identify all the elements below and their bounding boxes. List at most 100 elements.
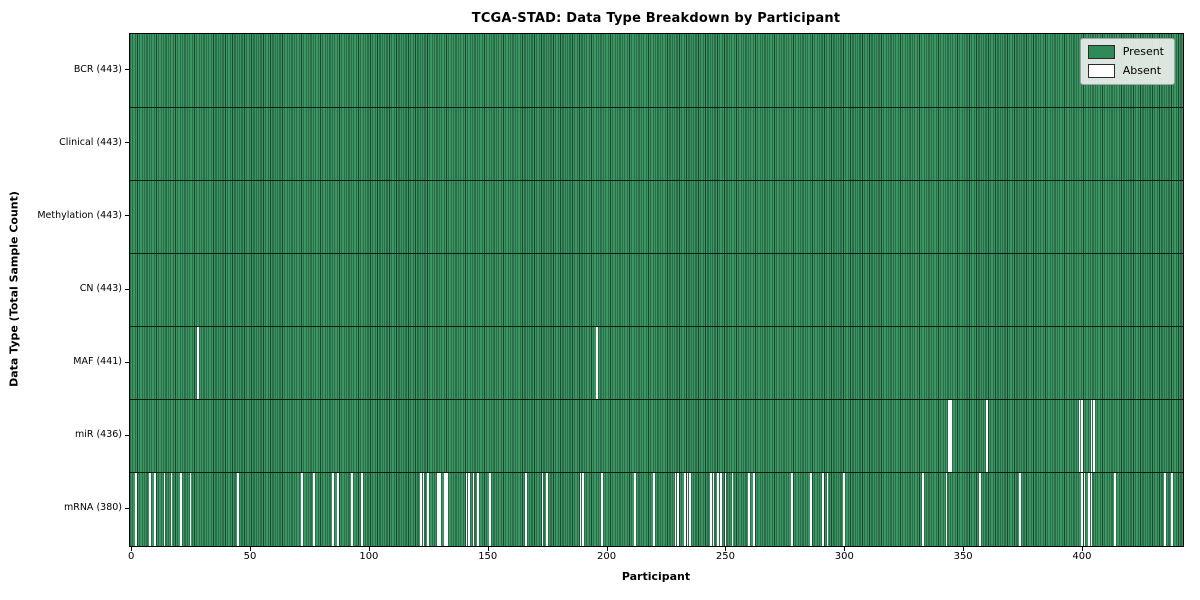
absent-cell-mRNA-435 — [1164, 473, 1166, 546]
chart-title: TCGA-STAD: Data Type Breakdown by Partic… — [471, 11, 841, 26]
x-tick-label-300: 300 — [834, 551, 854, 562]
absent-cell-miR-405 — [1093, 400, 1095, 473]
x-tick-mark — [725, 547, 727, 551]
row-separator — [130, 399, 1183, 401]
x-tick-label-250: 250 — [715, 551, 735, 562]
absent-cell-mRNA-142 — [467, 473, 470, 546]
absent-cell-mRNA-212 — [634, 473, 636, 546]
absent-cell-mRNA-175 — [546, 473, 548, 546]
absent-swatch-icon — [1087, 64, 1115, 78]
x-tick-mark — [606, 547, 608, 551]
absent-cell-mRNA-190 — [581, 473, 584, 546]
absent-cell-miR-345 — [950, 400, 953, 473]
row-separator — [130, 106, 1183, 108]
absent-cell-mRNA-122 — [420, 473, 422, 546]
absent-cell-mRNA-173 — [541, 473, 544, 546]
absent-cell-mRNA-357 — [978, 473, 981, 546]
absent-cell-mRNA-400 — [1081, 473, 1083, 546]
y-tick-mark — [125, 507, 129, 509]
absent-cell-mRNA-230 — [677, 473, 679, 546]
chart-plot-area: Present Absent — [129, 33, 1184, 547]
absent-cell-mRNA-97 — [360, 473, 363, 546]
legend-label-present: Present — [1122, 45, 1164, 58]
absent-cell-mRNA-21 — [180, 473, 182, 546]
absent-cell-mRNA-438 — [1171, 473, 1174, 546]
absent-cell-mRNA-291 — [822, 473, 824, 546]
row-separator — [130, 326, 1183, 328]
absent-cell-mRNA-189 — [579, 473, 582, 546]
y-tick-mark — [125, 215, 129, 217]
x-tick-mark — [844, 547, 846, 551]
absent-cell-mRNA-253 — [731, 473, 734, 546]
absent-cell-mRNA-403 — [1088, 473, 1090, 546]
absent-cell-miR-360 — [986, 400, 988, 473]
y-tick-label-mRNA: mRNA (380) — [63, 502, 122, 514]
absent-cell-mRNA-404 — [1090, 473, 1093, 546]
absent-cell-mRNA-198 — [600, 473, 603, 546]
absent-cell-mRNA-401 — [1083, 473, 1086, 546]
absent-cell-miR-404 — [1090, 400, 1093, 473]
y-tick-label-miR: miR (436) — [74, 429, 122, 441]
legend-item-present: Present — [1087, 45, 1164, 59]
y-tick-mark — [125, 288, 129, 290]
absent-cell-mRNA-87 — [337, 473, 339, 546]
y-tick-mark — [125, 142, 129, 144]
absent-cell-MAF-196 — [596, 327, 598, 400]
x-tick-label-0: 0 — [128, 551, 135, 562]
absent-cell-mRNA-85 — [332, 473, 335, 546]
absent-cell-mRNA-220 — [653, 473, 655, 546]
absent-cell-mRNA-235 — [688, 473, 691, 546]
present-swatch-icon — [1087, 45, 1115, 59]
y-tick-label-Methylation: Methylation (443) — [37, 209, 122, 221]
y-tick-mark — [125, 361, 129, 363]
absent-cell-mRNA-374 — [1019, 473, 1021, 546]
absent-cell-mRNA-77 — [313, 473, 316, 546]
x-tick-mark — [368, 547, 370, 551]
legend-item-absent: Absent — [1087, 64, 1164, 78]
y-tick-label-BCR: BCR (443) — [73, 63, 122, 75]
legend: Present Absent — [1079, 38, 1175, 85]
y-tick-mark — [125, 434, 129, 436]
absent-cell-mRNA-245 — [712, 473, 715, 546]
x-tick-mark — [131, 547, 133, 551]
absent-cell-mRNA-2 — [135, 473, 137, 546]
absent-cell-mRNA-123 — [422, 473, 425, 546]
x-tick-label-100: 100 — [359, 551, 379, 562]
absent-cell-mRNA-133 — [446, 473, 449, 546]
absent-cell-mRNA-72 — [301, 473, 304, 546]
absent-cell-mRNA-262 — [753, 473, 755, 546]
y-tick-label-MAF: MAF (441) — [73, 356, 122, 368]
absent-cell-mRNA-146 — [477, 473, 480, 546]
row-separator — [130, 252, 1183, 254]
absent-cell-mRNA-244 — [710, 473, 712, 546]
y-axis-label: Data Type (Total Sample Count) — [7, 191, 21, 387]
absent-cell-mRNA-300 — [843, 473, 846, 546]
x-tick-mark — [963, 547, 965, 551]
absent-cell-mRNA-286 — [810, 473, 812, 546]
row-separator — [130, 179, 1183, 181]
absent-cell-mRNA-293 — [826, 473, 829, 546]
absent-cell-mRNA-14 — [163, 473, 166, 546]
row-separator — [130, 472, 1183, 474]
absent-cell-mRNA-250 — [724, 473, 727, 546]
x-tick-label-150: 150 — [478, 551, 498, 562]
absent-cell-mRNA-93 — [351, 473, 354, 546]
absent-cell-mRNA-141 — [465, 473, 468, 546]
x-axis-label: Participant — [621, 570, 691, 583]
absent-cell-MAF-28 — [196, 327, 199, 400]
absent-cell-mRNA-333 — [921, 473, 924, 546]
absent-cell-miR-399 — [1078, 400, 1081, 473]
absent-cell-mRNA-343 — [945, 473, 948, 546]
x-tick-label-400: 400 — [1072, 551, 1092, 562]
x-tick-mark — [1081, 547, 1083, 551]
absent-cell-mRNA-278 — [791, 473, 793, 546]
x-tick-mark — [250, 547, 252, 551]
absent-cell-mRNA-234 — [686, 473, 689, 546]
y-tick-label-Clinical: Clinical (443) — [59, 136, 122, 148]
absent-cell-mRNA-151 — [489, 473, 491, 546]
legend-label-absent: Absent — [1122, 64, 1162, 77]
absent-cell-miR-344 — [948, 400, 950, 473]
absent-cell-mRNA-229 — [674, 473, 677, 546]
absent-cell-mRNA-247 — [717, 473, 720, 546]
